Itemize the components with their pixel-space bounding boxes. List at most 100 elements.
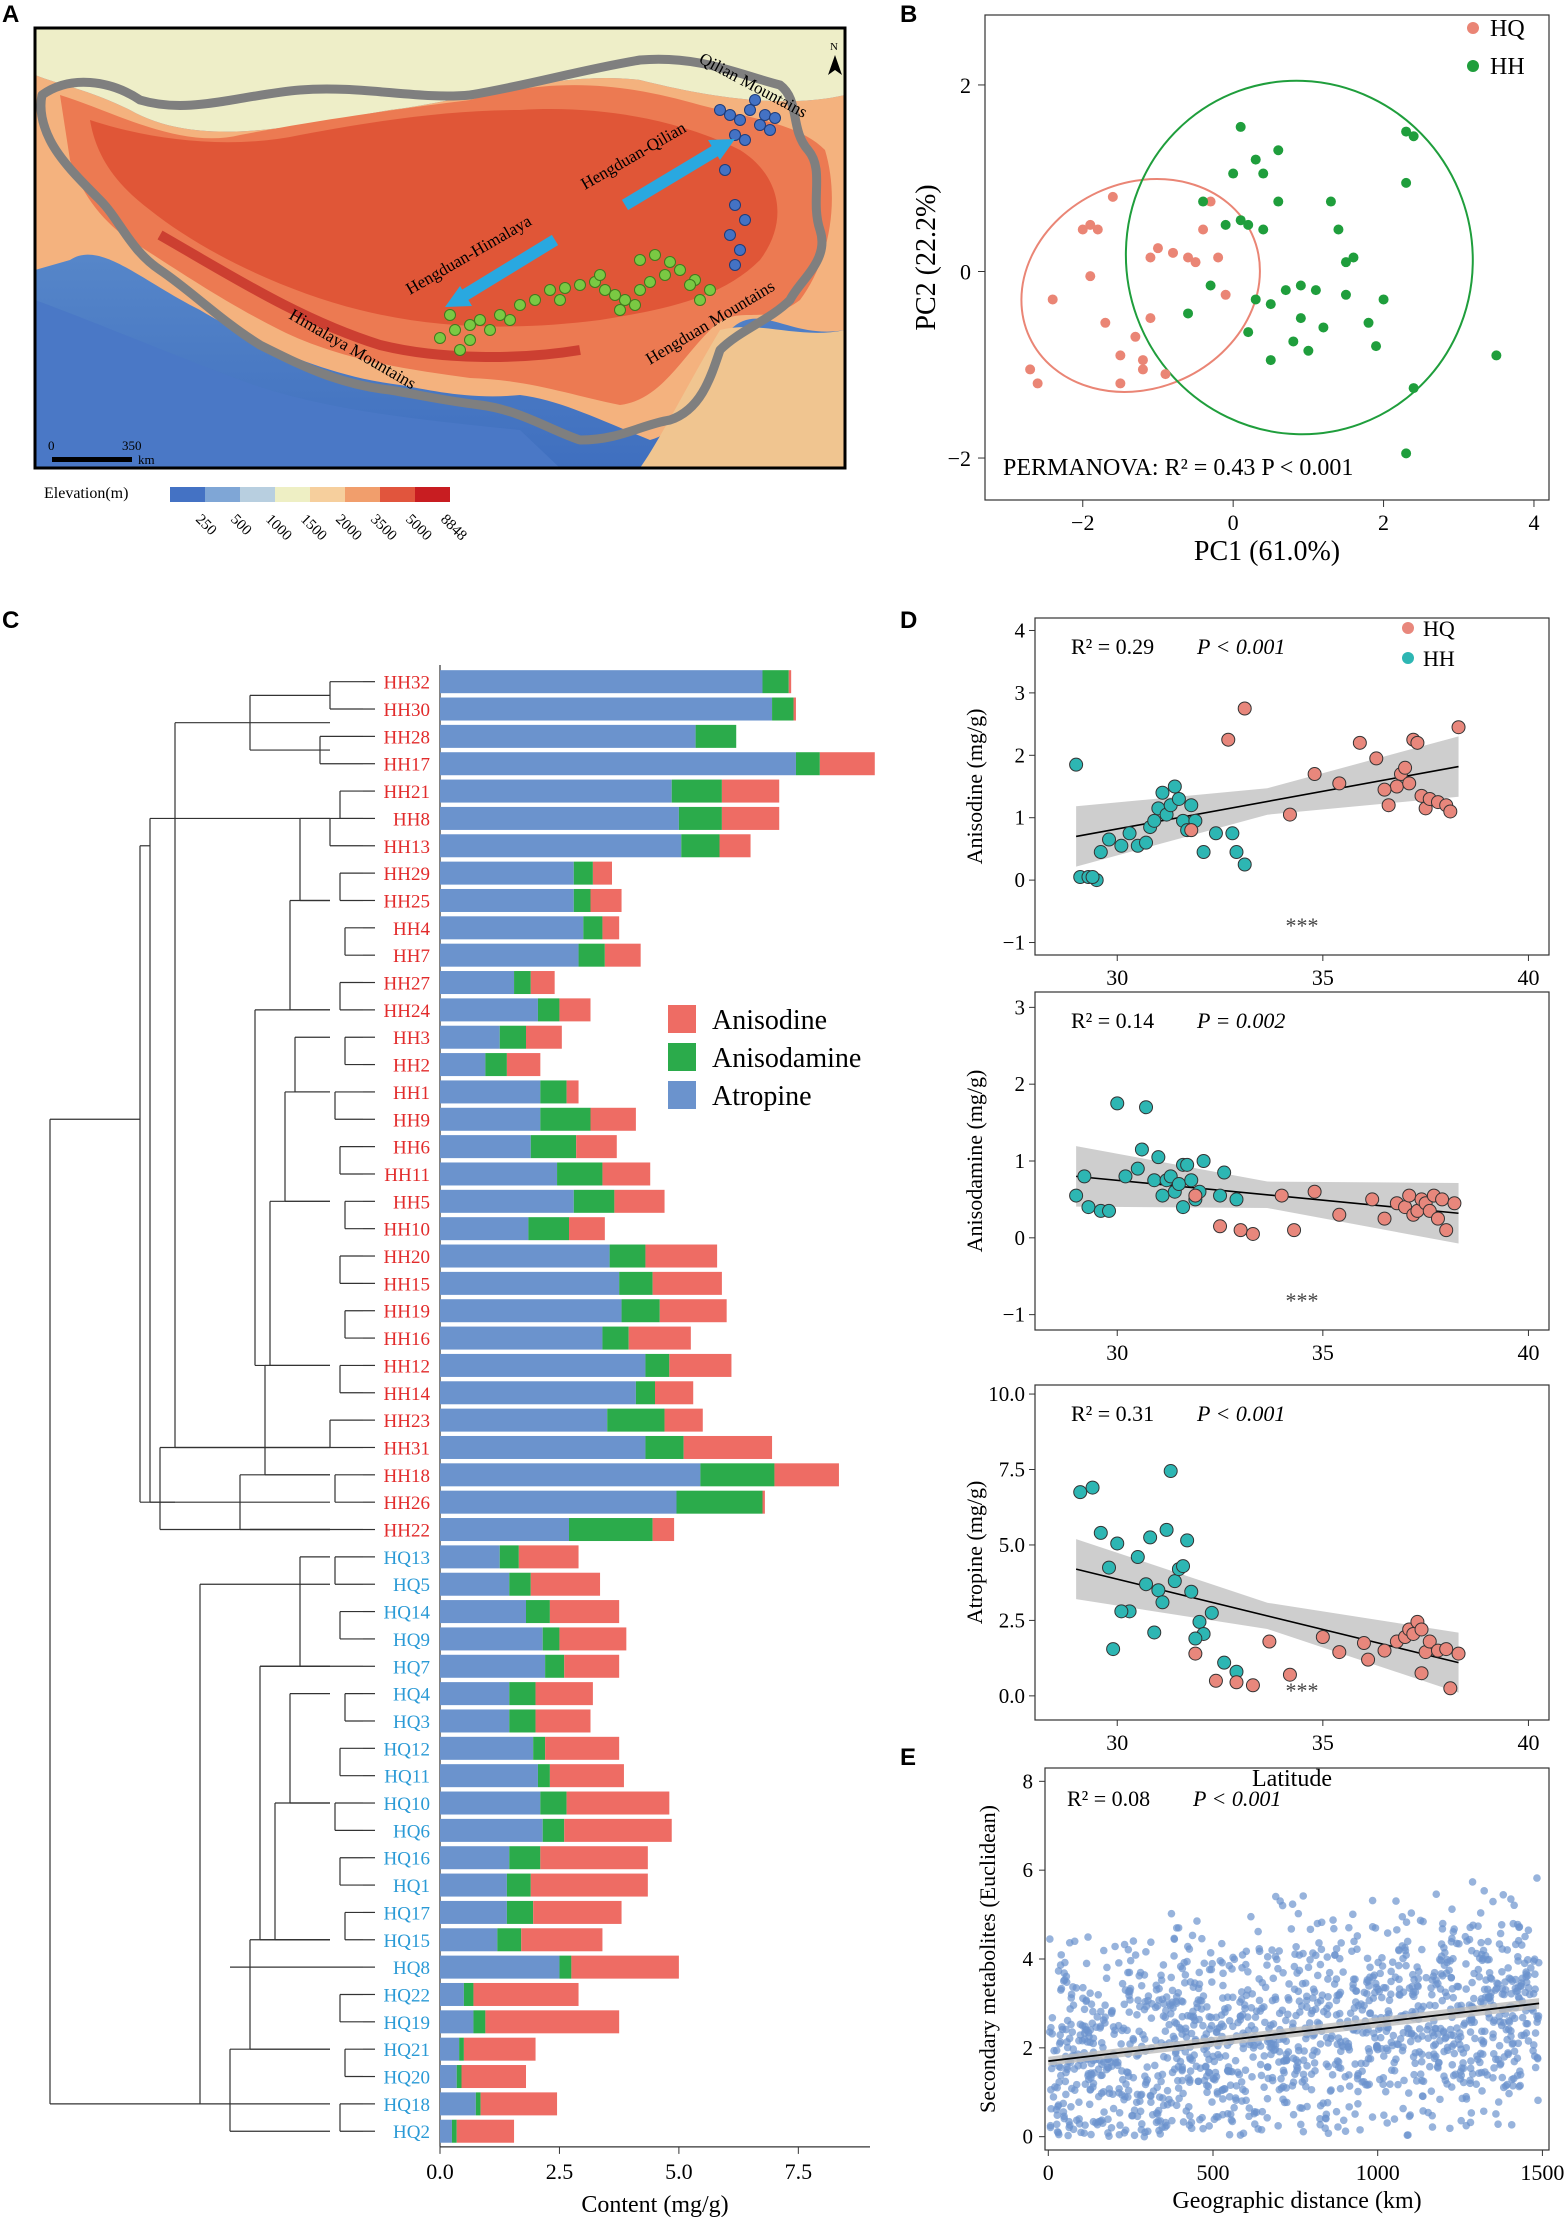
dist-point-756 [1505,2089,1513,2098]
bar-hh23-anisodamine [607,1408,665,1432]
dist-point-566 [1263,2094,1272,2103]
dist-point-1069 [1133,2090,1142,2099]
dist-point-1326 [1141,2128,1149,2137]
dist-point-64 [1142,1948,1150,1956]
dist-point-1315 [1436,2095,1444,2104]
dist-point-1255 [1172,2101,1181,2110]
dist-point-892 [1079,1994,1087,2003]
dist-point-1071 [1287,1925,1296,1933]
dist-point-1175 [1353,1932,1362,1940]
dist-point-672 [1157,1976,1166,1984]
bar-hq7-anisodamine [545,1654,565,1678]
dist-point-910 [1218,1994,1227,2002]
elevation-swatch-4 [310,487,345,502]
lat-2-ytick-1: 2.5 [999,1608,1025,1632]
dist-point-1129 [1345,2082,1354,2090]
bar-label-hh2: HH2 [393,1056,430,1077]
dist-point-1140 [1323,2004,1331,2013]
dist-point-854 [1404,2131,1412,2139]
dist-point-155 [1111,1942,1119,1951]
bar-label-hq8: HQ8 [393,1958,430,1979]
dist-point-1056 [1512,1987,1520,1996]
pca-point-hq-1 [1032,378,1043,389]
dist-point-896 [1489,2018,1498,2026]
bar-hh9-anisodamine [540,1107,591,1131]
hq-site-3 [744,104,756,116]
sampling-sites [434,94,781,356]
bar-hq12-atropine [440,1736,534,1760]
bar-hq18-anisodine [480,2092,558,2116]
dist-point-1421 [1231,2056,1240,2065]
hh-site-22 [634,254,646,266]
dist-point-1187 [1186,2067,1195,2075]
map-himalaya-ridge [157,230,581,362]
dist-point-808 [1136,2097,1144,2106]
bar-label-hq5: HQ5 [393,1575,430,1596]
dist-point-1092 [1472,2080,1481,2088]
lat-1-ytick-0: −1 [1003,1303,1025,1327]
bar-label-hh8: HH8 [393,809,430,830]
dist-point-1026 [1158,2070,1167,2079]
dist-point-754 [1416,2070,1425,2078]
dist-point-719 [1358,2006,1367,2014]
pca-point-hq-11 [1130,331,1141,342]
dist-point-836 [1399,2104,1407,2113]
dist-point-929 [1242,2096,1250,2105]
dist-point-1080 [1249,2053,1257,2061]
dist-point-1009 [1364,2044,1373,2053]
dist-point-1048 [1225,2093,1234,2101]
dist-point-1328 [1383,1929,1392,1937]
dist-point-1020 [1272,1955,1281,1964]
dist-point-1339 [1174,1924,1183,1932]
dist-point-1256 [1118,2091,1126,2099]
dist-point-1362 [1268,2073,1277,2082]
dist-point-572 [1395,1975,1403,1984]
dist-point-697 [1324,2062,1333,2071]
pca-point-hh-31 [1408,383,1419,394]
hh-site-21 [649,249,661,261]
dist-point-1180 [1459,2078,1468,2087]
dist-point-1338 [1310,1988,1319,1996]
lat-2-point-hq-3 [1245,1678,1260,1693]
dist-point-1199 [1065,2034,1074,2043]
dist-point-608 [1428,1990,1436,1999]
bar-hh6-anisodine [576,1135,617,1159]
dist-point-1168 [1290,1962,1299,1971]
map-high-plateau [90,109,778,327]
dist-point-774 [1440,1961,1449,1969]
bar-label-hq1: HQ1 [393,1876,430,1897]
dist-point-338 [1126,1956,1135,1965]
lat-2-point-hh-0 [1073,1485,1088,1500]
pca-ytick-0: −2 [948,446,971,471]
dist-point-313 [1470,1994,1478,2003]
bar-label-hq11: HQ11 [384,1767,430,1788]
dist-point-502 [1062,2090,1070,2099]
dist-point-942 [1441,2034,1449,2043]
dist-point-678 [1466,2028,1475,2036]
lat-0-point-hq-5 [1332,776,1347,791]
bar-hh28-anisodamine [695,724,737,748]
bar-hh18-atropine [440,1463,701,1487]
dist-point-1031 [1376,1969,1384,1978]
dist-point-1230 [1395,1945,1403,1954]
elevation-swatch-2 [240,487,275,502]
elevation-swatch-1 [205,487,240,502]
dist-point-1430 [1094,2065,1103,2073]
hq-site-5 [764,124,776,136]
dist-point-655 [1429,2042,1438,2050]
dist-point-1417 [1415,1967,1423,1976]
dist-point-925 [1194,2077,1203,2086]
dist-point-825 [1299,2056,1308,2065]
dist-point-1405 [1470,2018,1479,2026]
dist-point-1333 [1504,2025,1513,2034]
dist-point-1402 [1096,2117,1105,2126]
dist-point-1245 [1180,1979,1189,1987]
bar-hh23-anisodine [664,1408,703,1432]
arrow-hengduan-qilian [621,142,724,211]
pca-point-hq-20 [1190,257,1201,268]
dist-point-140 [1392,2055,1400,2063]
bar-hh9-anisodine [590,1107,636,1131]
bar-label-hh13: HH13 [384,837,430,858]
hh-site-16 [659,269,671,281]
bar-xtick-3: 7.5 [785,2159,813,2184]
